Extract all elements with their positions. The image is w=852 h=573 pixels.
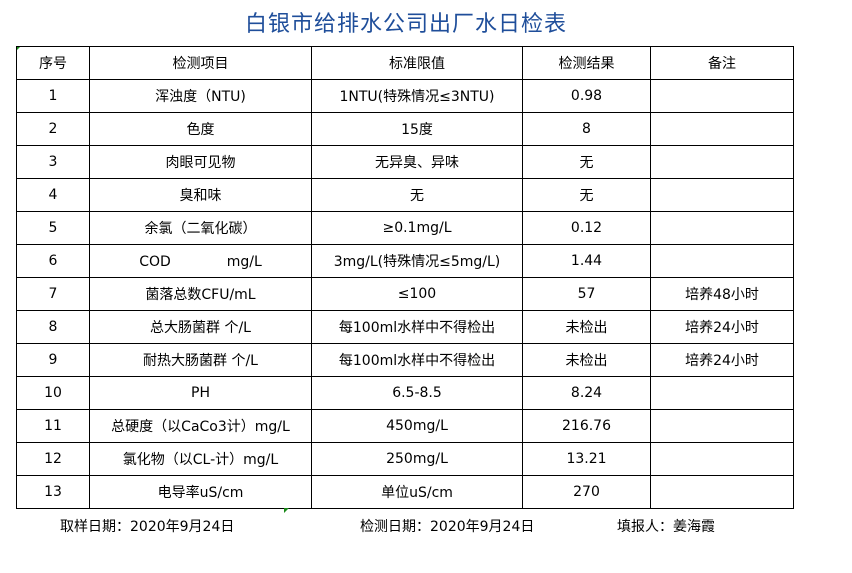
row-number: 4 xyxy=(16,178,90,212)
row-number: 5 xyxy=(16,211,90,245)
row-number: 9 xyxy=(16,343,90,377)
test-item: 氯化物（以CL-计）mg/L xyxy=(89,442,312,476)
standard-limit: 单位uS/cm xyxy=(311,475,523,509)
remark xyxy=(650,112,794,146)
sampling-date: 取样日期：2020年9月24日 xyxy=(60,519,235,535)
test-item: 电导率uS/cm xyxy=(89,475,312,509)
remark: 培养48小时 xyxy=(650,277,794,311)
cell-marker xyxy=(284,508,289,513)
remark xyxy=(650,244,794,278)
header-cell: 序号 xyxy=(16,46,90,80)
standard-limit: 250mg/L xyxy=(311,442,523,476)
row-number: 7 xyxy=(16,277,90,311)
header-cell: 检测项目 xyxy=(89,46,312,80)
standard-limit: 1NTU(特殊情况≤3NTU) xyxy=(311,79,523,113)
table-row: 9 耐热大肠菌群 个/L 每100ml水样中不得检出 未检出 培养24小时 xyxy=(16,343,794,377)
table-row: 8 总大肠菌群 个/L 每100ml水样中不得检出 未检出 培养24小时 xyxy=(16,310,794,344)
test-item: 色度 xyxy=(89,112,312,146)
table-row: 4 臭和味无无 xyxy=(16,178,794,212)
standard-limit: 每100ml水样中不得检出 xyxy=(311,343,523,377)
test-result: 未检出 xyxy=(522,310,651,344)
row-number: 6 xyxy=(16,244,90,278)
row-number: 1 xyxy=(16,79,90,113)
remark xyxy=(650,475,794,509)
header-cell: 备注 xyxy=(650,46,794,80)
row-number: 12 xyxy=(16,442,90,476)
test-result: 0.12 xyxy=(522,211,651,245)
test-result: 216.76 xyxy=(522,409,651,443)
test-result: 13.21 xyxy=(522,442,651,476)
test-item: 臭和味 xyxy=(89,178,312,212)
header-cell: 检测结果 xyxy=(522,46,651,80)
test-item: 余氯（二氧化碳） xyxy=(89,211,312,245)
test-item: 耐热大肠菌群 个/L xyxy=(89,343,312,377)
standard-limit: ≤100 xyxy=(311,277,523,311)
table-header-row: 序号 检测项目 标准限值 检测结果 备注 xyxy=(16,46,794,80)
table-row: 7 菌落总数CFU/mL ≤100 57 培养48小时 xyxy=(16,277,794,311)
test-result: 1.44 xyxy=(522,244,651,278)
standard-limit: 6.5-8.5 xyxy=(311,376,523,410)
table-row: 6 COD mg/L 3mg/L(特殊情况≤5mg/L) 1.44 xyxy=(16,244,794,278)
inspection-table: 序号 检测项目 标准限值 检测结果 备注 1 浑浊度（NTU) 1NTU(特殊情况≤… xyxy=(16,46,794,509)
remark xyxy=(650,178,794,212)
test-item: 总硬度（以CaCo3计）mg/L xyxy=(89,409,312,443)
standard-limit: 3mg/L(特殊情况≤5mg/L) xyxy=(311,244,523,278)
test-item: 菌落总数CFU/mL xyxy=(89,277,312,311)
test-result: 8.24 xyxy=(522,376,651,410)
standard-limit: 无 xyxy=(311,178,523,212)
remark xyxy=(650,409,794,443)
test-result: 0.98 xyxy=(522,79,651,113)
remark xyxy=(650,442,794,476)
test-item: PH xyxy=(89,376,312,410)
table-row: 10 PH 6.5-8.5 8.24 xyxy=(16,376,794,410)
row-number: 3 xyxy=(16,145,90,179)
standard-limit: 450mg/L xyxy=(311,409,523,443)
reporter: 填报人：姜海霞 xyxy=(617,519,715,535)
row-number: 8 xyxy=(16,310,90,344)
row-number: 11 xyxy=(16,409,90,443)
row-number: 2 xyxy=(16,112,90,146)
test-item: COD mg/L xyxy=(89,244,312,278)
table-row: 11 总硬度（以CaCo3计）mg/L 450mg/L 216.76 xyxy=(16,409,794,443)
remark: 培养24小时 xyxy=(650,343,794,377)
test-result: 270 xyxy=(522,475,651,509)
test-item: 肉眼可见物 xyxy=(89,145,312,179)
table-row: 1 浑浊度（NTU) 1NTU(特殊情况≤3NTU) 0.98 xyxy=(16,79,794,113)
remark xyxy=(650,376,794,410)
row-number: 13 xyxy=(16,475,90,509)
test-result: 未检出 xyxy=(522,343,651,377)
page-title: 白银市给排水公司出厂水日检表 xyxy=(244,12,567,37)
test-result: 8 xyxy=(522,112,651,146)
table-row: 5 余氯（二氧化碳） ≥0.1mg/L 0.12 xyxy=(16,211,794,245)
test-date: 检测日期：2020年9月24日 xyxy=(360,519,535,535)
test-item: 浑浊度（NTU) xyxy=(89,79,312,113)
remark xyxy=(650,211,794,245)
standard-limit: ≥0.1mg/L xyxy=(311,211,523,245)
remark: 培养24小时 xyxy=(650,310,794,344)
standard-limit: 每100ml水样中不得检出 xyxy=(311,310,523,344)
test-result: 无 xyxy=(522,145,651,179)
table-row: 3 肉眼可见物 无异臭、异味无 xyxy=(16,145,794,179)
table-row: 12 氯化物（以CL-计）mg/L 250mg/L 13.21 xyxy=(16,442,794,476)
remark xyxy=(650,145,794,179)
table-row: 13 电导率uS/cm 单位uS/cm 270 xyxy=(16,475,794,509)
table-row: 2 色度 15度 8 xyxy=(16,112,794,146)
test-item: 总大肠菌群 个/L xyxy=(89,310,312,344)
remark xyxy=(650,79,794,113)
test-result: 57 xyxy=(522,277,651,311)
test-result: 无 xyxy=(522,178,651,212)
header-cell: 标准限值 xyxy=(311,46,523,80)
standard-limit: 15度 xyxy=(311,112,523,146)
row-number: 10 xyxy=(16,376,90,410)
standard-limit: 无异臭、异味 xyxy=(311,145,523,179)
